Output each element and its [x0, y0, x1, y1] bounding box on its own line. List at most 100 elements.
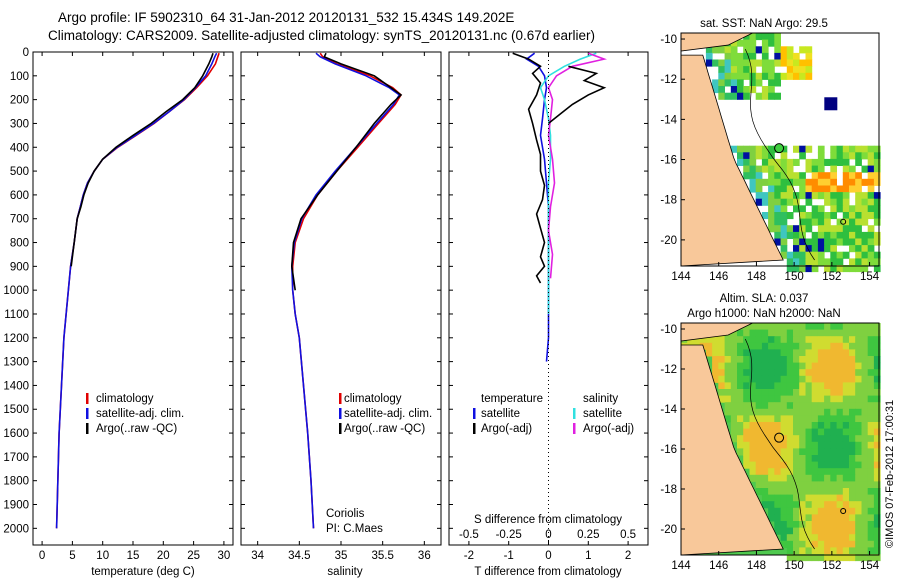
map-cell — [873, 342, 881, 350]
map-cell — [786, 481, 794, 489]
map-cell — [737, 435, 744, 443]
map-cell — [855, 408, 862, 416]
map-cell — [799, 178, 806, 186]
map-cell — [761, 178, 769, 186]
map-cell — [737, 369, 744, 377]
map-cell — [817, 402, 825, 410]
map-cell — [768, 158, 775, 166]
map-cell — [855, 507, 862, 515]
map-cell — [817, 225, 825, 233]
map-cell — [699, 336, 707, 344]
map-cell — [861, 408, 869, 416]
map-cell — [780, 349, 788, 357]
map-cell — [786, 212, 794, 220]
map-cell — [817, 468, 825, 476]
map-cell — [755, 415, 763, 423]
map-cell — [786, 402, 794, 410]
map-cell — [830, 389, 837, 397]
map-cell — [737, 395, 744, 403]
map-cell — [724, 356, 732, 364]
map-cell — [861, 514, 869, 522]
map-cell — [755, 92, 763, 100]
map-cell — [718, 342, 725, 350]
map-cell — [749, 356, 757, 364]
map-cell — [873, 198, 881, 206]
map-cell — [842, 152, 850, 160]
x-tick-label: 35 — [335, 550, 348, 562]
map-cell — [836, 422, 844, 430]
map-cell — [824, 474, 831, 482]
map-cell — [811, 534, 819, 542]
map-cell — [730, 342, 738, 350]
map-cell — [830, 441, 837, 449]
map-cell — [786, 382, 794, 390]
s-tick-label: 0.5 — [620, 529, 636, 541]
map-cell — [855, 448, 862, 456]
map-cell — [774, 382, 781, 390]
map-cell — [836, 185, 844, 193]
map-cell — [793, 172, 800, 180]
map-cell — [811, 205, 819, 213]
map-cell — [830, 507, 837, 515]
map-cell — [737, 448, 744, 456]
map-cell — [805, 382, 813, 390]
map-cell — [811, 329, 819, 337]
map-cell — [718, 349, 725, 357]
map-cell — [873, 521, 881, 529]
map-cell — [737, 92, 744, 100]
map-cell — [761, 448, 769, 456]
map-cell — [693, 336, 701, 344]
map-cell — [768, 428, 775, 436]
map-cell — [855, 238, 862, 246]
x-tick-label: 34.5 — [288, 550, 310, 562]
map-cell — [817, 494, 825, 502]
y-tick-label: 700 — [10, 214, 29, 226]
map-cell — [799, 185, 806, 193]
map-cell — [755, 435, 763, 443]
map-cell — [724, 375, 732, 383]
map-cell — [861, 448, 869, 456]
map-cell — [774, 342, 781, 350]
map-cell — [805, 349, 813, 357]
map-cell — [836, 534, 844, 542]
map-cell — [836, 342, 844, 350]
map-cell — [867, 225, 875, 233]
map-cell — [793, 369, 800, 377]
map-cell — [811, 185, 819, 193]
map-cell — [755, 395, 763, 403]
map-cell — [805, 329, 813, 337]
map-cell — [873, 172, 881, 180]
map-cell — [786, 258, 794, 266]
map-cell — [768, 382, 775, 390]
map-cell — [780, 205, 788, 213]
map-cell — [867, 540, 875, 548]
map-cell — [761, 382, 769, 390]
map-cell — [873, 428, 881, 436]
map-cell — [830, 474, 837, 482]
map-cell — [824, 554, 831, 562]
map-cell — [873, 481, 881, 489]
map-cell — [873, 441, 881, 449]
map-cell — [774, 369, 781, 377]
map-cell — [817, 258, 825, 266]
map-y-tick-label: -10 — [660, 34, 677, 46]
map-cell — [793, 402, 800, 410]
map-cell — [724, 415, 732, 423]
map-cell — [768, 455, 775, 463]
map-cell — [873, 389, 881, 397]
map-cell — [824, 362, 831, 370]
plot-frame — [240, 51, 442, 546]
map-x-tick-label: 148 — [747, 560, 766, 572]
map-cell — [755, 369, 763, 377]
map-cell — [867, 369, 875, 377]
map-cell — [836, 514, 844, 522]
map-cell — [768, 389, 775, 397]
map-cell — [743, 382, 750, 390]
map-cell — [730, 369, 738, 377]
map-cell — [811, 382, 819, 390]
map-cell — [793, 554, 800, 562]
map-cell — [861, 481, 869, 489]
map-cell — [768, 369, 775, 377]
map-cell — [761, 165, 769, 173]
map-cell — [774, 507, 781, 515]
